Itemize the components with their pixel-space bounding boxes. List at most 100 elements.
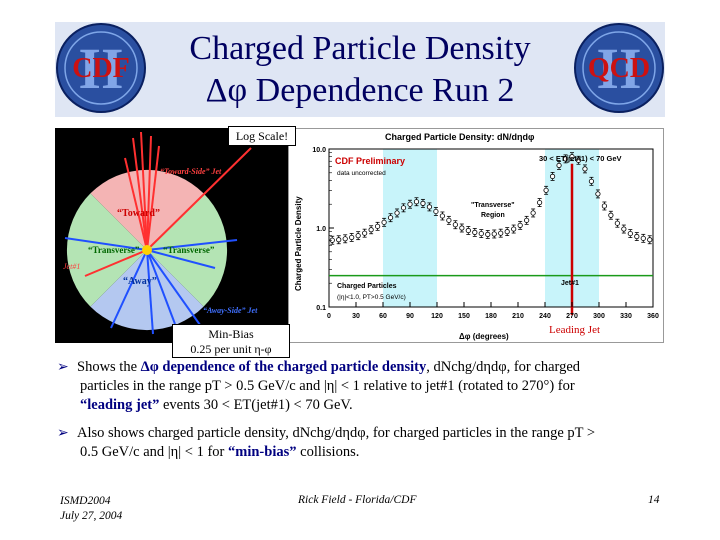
collision-point xyxy=(142,245,152,255)
x-tick-label: 210 xyxy=(512,313,524,320)
label-away-side-jet: “Away-Side” Jet xyxy=(203,306,258,315)
slide-header xyxy=(55,22,665,117)
callout-min-bias-line1: Min-Bias xyxy=(208,327,254,341)
data-point xyxy=(634,232,640,241)
chart-panel: 10.0 1.0 0.1 0 30 60 90 120 150 180 210 240 270 300 3… xyxy=(288,128,664,343)
density-chart: 10.0 1.0 0.1 0 30 60 90 120 150 180 210 240 270 300 3… xyxy=(294,132,659,341)
y-tick-label: 1.0 xyxy=(316,226,326,233)
data-point xyxy=(420,198,426,208)
bullet-2-line2-post: collisions. xyxy=(296,444,360,460)
data-point xyxy=(472,227,478,237)
logo-roman-text: II xyxy=(78,36,123,101)
data-point xyxy=(549,171,556,181)
bullet-1-line2: particles in the range pT > 0.5 GeV/c an… xyxy=(80,378,575,394)
annotation-cut: 30 < ET(jet#1) < 70 GeV xyxy=(539,154,622,163)
cdf-logo: II CDF xyxy=(56,23,146,113)
data-point xyxy=(627,229,633,238)
event-display-panel: “Toward-Side” Jet “Toward” “Transverse” … xyxy=(55,128,295,343)
data-point xyxy=(336,235,342,245)
transverse-left-region xyxy=(66,193,147,307)
data-point xyxy=(485,229,491,239)
data-point xyxy=(640,233,646,243)
bullet-1-line3-post: events 30 < ET(jet#1) < 70 GeV. xyxy=(159,397,353,413)
data-point xyxy=(647,235,653,245)
x-tick-label: 240 xyxy=(539,313,551,320)
data-point xyxy=(349,233,355,242)
data-point xyxy=(595,189,601,199)
data-point xyxy=(478,229,484,238)
x-axis-label: Δφ (degrees) xyxy=(459,332,509,341)
x-tick-label: 90 xyxy=(406,313,414,320)
y-axis-label: Charged Particle Density xyxy=(294,196,303,291)
data-point xyxy=(543,185,549,195)
transverse-right-region xyxy=(147,193,228,307)
data-point xyxy=(433,207,439,216)
data-point xyxy=(569,152,575,162)
data-point xyxy=(439,211,445,221)
legend-title: Charged Particles xyxy=(337,283,397,290)
x-tick-label: 300 xyxy=(593,313,605,320)
annotation-region: Region xyxy=(481,212,505,219)
logo-left-text: CDF xyxy=(72,53,130,84)
bullet-arrow-icon: ➢ xyxy=(57,359,69,375)
annotation-jet1: Jet#1 xyxy=(561,280,579,287)
data-point xyxy=(601,201,607,211)
callout-log-scale: Log Scale! xyxy=(228,126,296,146)
data-point xyxy=(459,223,465,233)
annotation-uncorrected: data uncorrected xyxy=(337,170,386,177)
data-point xyxy=(511,224,517,234)
data-point xyxy=(621,224,627,234)
data-point xyxy=(524,215,530,225)
data-point xyxy=(562,154,569,164)
data-point xyxy=(530,208,536,218)
annotation-leading-jet: Leading Jet xyxy=(549,324,600,336)
toward-region xyxy=(90,169,204,250)
y-tick-label: 0.1 xyxy=(316,305,326,312)
data-point xyxy=(362,228,368,238)
particle-tracks xyxy=(64,131,252,335)
data-point xyxy=(614,218,620,228)
bullet-1-line3: “leading jet” events 30 < ET(jet#1) < 70… xyxy=(57,396,580,415)
y-ticks: 10.0 1.0 0.1 xyxy=(312,147,334,312)
footer-conference: ISMD2004 xyxy=(60,495,111,507)
data-point xyxy=(452,220,458,230)
data-point xyxy=(582,164,588,174)
data-point xyxy=(375,221,381,231)
event-display: “Toward-Side” Jet “Toward” “Transverse” … xyxy=(55,128,295,343)
x-tick-label: 30 xyxy=(352,313,360,320)
slide-title-line1: Charged Particle Density xyxy=(189,30,531,67)
label-toward: “Toward” xyxy=(117,208,160,219)
region-wedges xyxy=(66,169,228,331)
annotation-preliminary: CDF Preliminary xyxy=(335,156,405,166)
bullet-1-highlight2: “leading jet” xyxy=(80,397,160,413)
data-point xyxy=(504,227,510,237)
y-tick-label: 10.0 xyxy=(312,147,326,154)
data-point xyxy=(381,217,387,227)
data-point xyxy=(465,226,471,235)
data-point xyxy=(426,202,433,212)
legend-cuts: (|η|<1.0, PT>0.5 GeV/c) xyxy=(337,294,406,301)
x-ticks: 0 30 60 90 120 150 180 210 240 270 300 330 360 xyxy=(327,302,659,320)
x-tick-label: 150 xyxy=(458,313,470,320)
bullet-2: ➢ Also shows charged particle density, dN… xyxy=(57,424,595,462)
data-point xyxy=(588,176,595,186)
data-point xyxy=(355,231,361,241)
bullet-2-highlight: “min-bias” xyxy=(228,444,297,460)
x-tick-label: 360 xyxy=(647,313,659,320)
chart-title: Charged Particle Density: dN/dηdφ xyxy=(385,132,535,142)
callout-min-bias: Min-Bias 0.25 per unit η-φ xyxy=(172,324,290,358)
bullet-1: ➢ Shows the Δφ dependence of the charged … xyxy=(57,358,580,415)
data-point xyxy=(413,197,420,207)
x-tick-label: 330 xyxy=(620,313,632,320)
footer-date: July 27, 2004 xyxy=(60,510,123,522)
bullet-2-pre: Also shows charged particle density, dNc… xyxy=(77,425,596,441)
footer-page-number: 14 xyxy=(648,494,660,506)
bullet-1-mid: , dNchg/dηdφ, for charged xyxy=(426,359,581,375)
annotation-transverse: "Transverse" xyxy=(471,202,515,209)
label-transverse-right: “Transverse” xyxy=(163,245,215,255)
data-point xyxy=(387,213,394,223)
data-point xyxy=(556,161,562,170)
data-point xyxy=(517,220,523,230)
data-point xyxy=(400,203,407,213)
data-point xyxy=(491,229,497,239)
